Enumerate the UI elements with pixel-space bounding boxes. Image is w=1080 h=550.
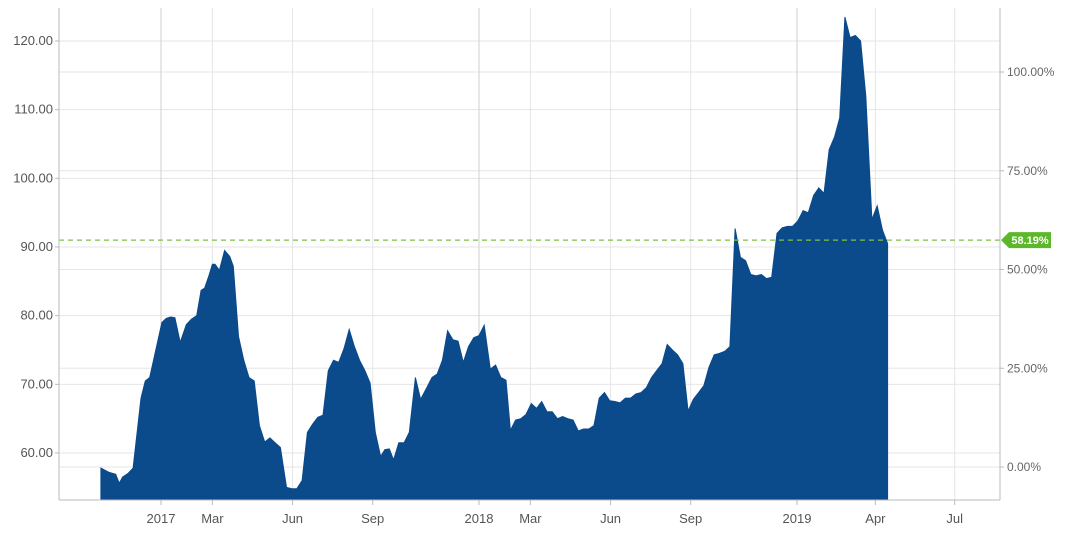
y-right-tick-label: 50.00% xyxy=(1007,263,1048,277)
y-right-tick-label: 75.00% xyxy=(1007,164,1048,178)
x-tick-label: Sep xyxy=(679,511,702,526)
y-tick-label: 70.00 xyxy=(20,376,53,391)
x-tick-label: Mar xyxy=(519,511,542,526)
y-tick-label: 90.00 xyxy=(20,239,53,254)
y-right-tick-label: 0.00% xyxy=(1007,460,1041,474)
x-tick-label: Jul xyxy=(946,511,963,526)
x-tick-label: Sep xyxy=(361,511,384,526)
y-tick-label: 80.00 xyxy=(20,308,53,323)
x-tick-label: Jun xyxy=(282,511,303,526)
y-tick-label: 120.00 xyxy=(13,33,53,48)
x-tick-label: Jun xyxy=(600,511,621,526)
axes: 60.00 70.00 80.00 90.00 100.00 110.00 120.00 0.… xyxy=(13,8,1055,526)
y-right-tick-label: 100.00% xyxy=(1007,65,1055,79)
x-tick-label: 2018 xyxy=(465,511,494,526)
current-value-marker: 58.19% xyxy=(59,232,1051,249)
y-right-tick-label: 25.00% xyxy=(1007,361,1048,375)
area-series xyxy=(100,16,889,501)
y-tick-label: 60.00 xyxy=(20,445,53,460)
y-tick-label: 110.00 xyxy=(14,102,53,117)
y-tick-label: 100.00 xyxy=(13,170,53,185)
area-path xyxy=(100,16,889,501)
x-tick-label: 2019 xyxy=(783,511,812,526)
x-tick-label: 2017 xyxy=(147,511,176,526)
current-value-badge xyxy=(1001,232,1051,249)
current-value-label: 58.19% xyxy=(1011,235,1049,247)
x-tick-label: Apr xyxy=(865,511,886,526)
x-tick-label: Mar xyxy=(201,511,224,526)
